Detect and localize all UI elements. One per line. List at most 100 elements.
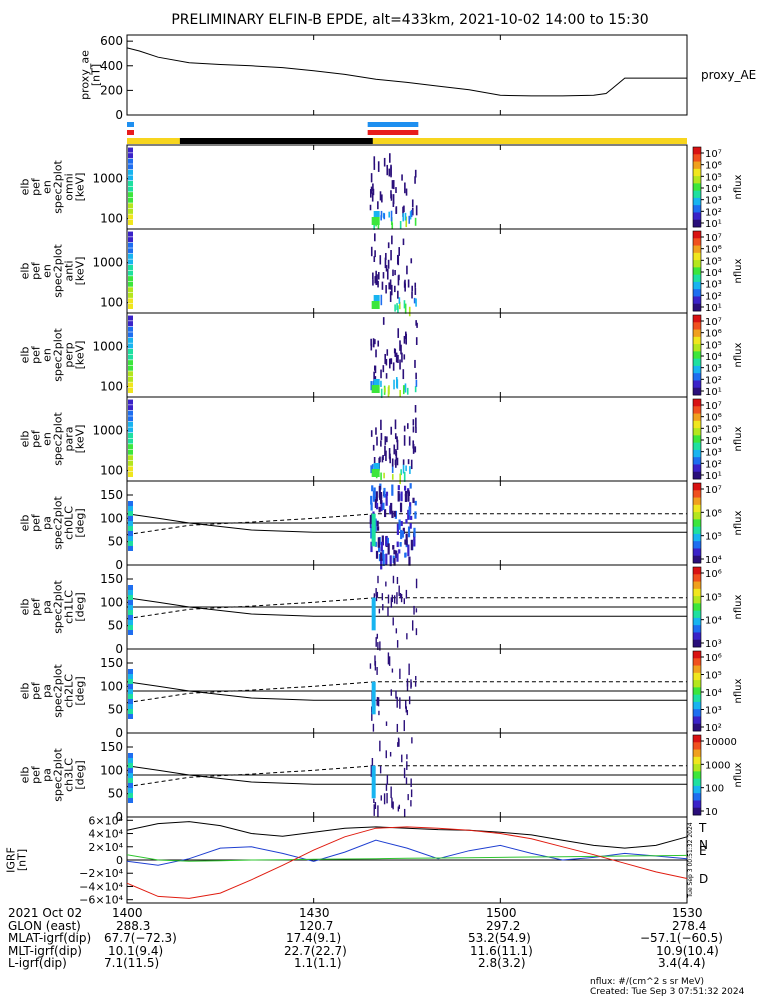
spectrogram-pixel bbox=[128, 153, 133, 159]
colorbar-segment bbox=[693, 408, 701, 411]
spectrogram-pixel bbox=[401, 754, 403, 763]
colorbar-tick-label: 10⁵ bbox=[705, 424, 722, 435]
colorbar-segment bbox=[693, 700, 701, 703]
y-tick-label: 150 bbox=[100, 740, 123, 754]
colorbar-segment bbox=[693, 331, 701, 334]
colorbar-tick-label: 10⁶ bbox=[705, 653, 722, 664]
colorbar-segment bbox=[693, 276, 701, 279]
colorbar-label: nflux bbox=[733, 762, 744, 787]
colorbar-segment bbox=[693, 716, 701, 719]
colorbar-tick-label: 10² bbox=[705, 459, 722, 470]
spectrogram-pixel bbox=[372, 183, 374, 192]
colorbar-segment bbox=[693, 296, 701, 299]
spectrogram-pixel bbox=[387, 594, 390, 604]
colorbar-segment bbox=[693, 159, 701, 162]
spectrogram-pixel bbox=[128, 410, 133, 416]
colorbar-segment bbox=[693, 530, 701, 533]
spectrogram-pixel bbox=[128, 460, 133, 466]
colorbar-tick-label: 10³ bbox=[705, 196, 722, 207]
spectrogram-pixel bbox=[384, 445, 386, 457]
spectrogram-frame bbox=[126, 396, 688, 482]
colorbar-segment bbox=[693, 466, 701, 469]
colorbar-segment bbox=[693, 258, 701, 261]
spectrogram-pixel bbox=[395, 690, 397, 699]
colorbar-tick-label: 10⁷ bbox=[705, 149, 722, 160]
spectrogram-pixel bbox=[381, 456, 384, 463]
colorbar-segment bbox=[693, 241, 701, 245]
orbit-info-table: 2021 Oct 02 1400 1430 1500 1530 GLON (ea… bbox=[8, 906, 723, 970]
spectrogram-pixel bbox=[128, 541, 133, 546]
spectrogram-pixel bbox=[372, 279, 374, 286]
spectrogram-pixel bbox=[402, 464, 405, 474]
colorbar-segment bbox=[693, 389, 701, 392]
colorbar-segment bbox=[693, 187, 701, 190]
spectrogram-pixel bbox=[390, 597, 393, 608]
colorbar-segment bbox=[693, 639, 701, 642]
spectrogram-pixel bbox=[376, 699, 378, 706]
colorbar-segment bbox=[693, 468, 701, 471]
spectrogram-pixel bbox=[381, 535, 384, 546]
spectrogram-pixel bbox=[402, 459, 405, 465]
spectrogram-pixel bbox=[380, 472, 382, 480]
spectrogram-pixel bbox=[378, 485, 381, 498]
colorbar-segment bbox=[693, 709, 701, 712]
spectrogram-pixel bbox=[381, 281, 384, 290]
spectrogram-pixel bbox=[128, 689, 133, 694]
spectrogram-pixel bbox=[386, 775, 389, 785]
spectrogram-pixel bbox=[387, 543, 390, 555]
colorbar-segment bbox=[693, 265, 701, 268]
spectrogram-pixel bbox=[374, 660, 377, 671]
spectrogram-pixel bbox=[128, 444, 133, 450]
table-cell: 278.4 bbox=[672, 918, 707, 933]
colorbar-segment bbox=[693, 784, 701, 787]
colorbar-segment bbox=[693, 201, 701, 204]
colorbar-segment bbox=[693, 543, 701, 546]
spectrogram-pixel bbox=[413, 527, 416, 538]
spectrogram-pixel bbox=[128, 259, 133, 265]
table-cell: 2.8(3.2) bbox=[478, 956, 526, 970]
y-tick-label: 4×10⁴ bbox=[88, 828, 123, 841]
colorbar-segment bbox=[693, 587, 701, 590]
spectrogram-pixel bbox=[374, 250, 376, 258]
colorbar-segment bbox=[693, 301, 701, 305]
table-cell: 3.4(4.4) bbox=[658, 956, 706, 970]
spectrogram-pixel bbox=[380, 500, 383, 512]
colorbar-segment bbox=[693, 503, 701, 506]
spectrogram-pixel bbox=[413, 605, 415, 615]
colorbar-segment bbox=[693, 382, 701, 385]
spectrogram-pixel bbox=[128, 516, 133, 521]
spectrogram-pixel bbox=[374, 541, 377, 547]
table-cell: 1400 bbox=[112, 906, 143, 920]
spectrogram-pixel bbox=[397, 305, 399, 313]
colorbar-tick-label: 10³ bbox=[705, 448, 722, 459]
colorbar-frame bbox=[692, 230, 702, 312]
spectrogram-pixel bbox=[408, 556, 411, 566]
colorbar-segment bbox=[693, 610, 701, 613]
colorbar-segment bbox=[693, 391, 701, 394]
spectrogram-pixel bbox=[399, 502, 403, 513]
colorbar-segment bbox=[693, 636, 701, 639]
spectrogram-pixel bbox=[414, 282, 417, 288]
spectrogram-pixel bbox=[395, 449, 397, 456]
spectrogram-pixel bbox=[372, 272, 374, 280]
spectrogram-pixel bbox=[374, 276, 377, 284]
loss-cone-line bbox=[126, 597, 687, 617]
table-cell: 1430 bbox=[299, 906, 330, 920]
spectrogram-pixel bbox=[385, 553, 388, 566]
spectrogram-pixel bbox=[403, 471, 406, 482]
colorbar-tick-label: 10¹ bbox=[705, 219, 722, 230]
colorbar-segment bbox=[693, 210, 701, 213]
spectrogram-pixel bbox=[386, 436, 388, 443]
spectrogram-pixel bbox=[378, 608, 381, 614]
spectrogram-pixel bbox=[387, 607, 389, 617]
spectrogram-pixel bbox=[373, 487, 376, 500]
spectrogram-pixel bbox=[398, 274, 400, 281]
y-tick-label: 50 bbox=[108, 703, 123, 717]
colorbar-tick-label: 10⁶ bbox=[705, 329, 722, 340]
y-tick-label: 100 bbox=[100, 380, 123, 394]
colorbar-segment bbox=[693, 544, 701, 548]
spectrogram-pixel bbox=[397, 256, 400, 266]
spectrogram-pixel bbox=[379, 765, 382, 774]
colorbar-segment bbox=[693, 318, 701, 321]
table-cell: 1500 bbox=[486, 906, 517, 920]
